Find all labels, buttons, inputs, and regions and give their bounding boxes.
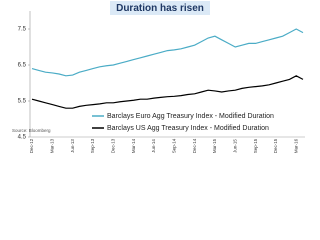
x-tick-label: Dec-15: [273, 138, 278, 153]
x-tick-label: Jun-15: [232, 139, 237, 153]
legend-label: Barclays US Agg Treasury Index - Modifie…: [107, 125, 269, 132]
x-tick-label: Mar-15: [212, 138, 217, 153]
x-tick-label: Sep-15: [253, 138, 258, 153]
chart-title: Duration has risen: [116, 3, 204, 14]
series-line: [31, 75, 304, 109]
title-box: [110, 1, 210, 15]
x-tick-label: Jun-14: [151, 139, 156, 153]
x-tick-label: Mar-16: [293, 138, 298, 153]
x-tick-label: Sep-13: [90, 138, 95, 153]
y-tick-label: 4.5: [18, 135, 27, 141]
x-tick-label: Dec-13: [110, 138, 115, 153]
legend-label: Barclays Euro Agg Treasury Index - Modif…: [107, 113, 274, 120]
x-tick-label: Mar-13: [50, 138, 55, 153]
source-note: Source: Bloomberg: [12, 128, 51, 133]
y-tick-label: 6.5: [18, 63, 27, 69]
page: Duration has risen Source: Bloomberg 4.5…: [12, 1, 305, 154]
x-tick-label: Jun-13: [70, 139, 75, 153]
chart: Duration has risen Source: Bloomberg 4.5…: [12, 1, 305, 153]
y-tick-label: 5.5: [18, 99, 27, 105]
x-tick-label: Mar-14: [131, 138, 136, 153]
x-tick-label: Sep-14: [171, 138, 176, 153]
x-tick-label: Dec-12: [29, 138, 34, 153]
x-tick-label: Dec-14: [192, 138, 197, 153]
y-tick-label: 7.5: [18, 27, 27, 33]
series-line: [31, 28, 304, 77]
